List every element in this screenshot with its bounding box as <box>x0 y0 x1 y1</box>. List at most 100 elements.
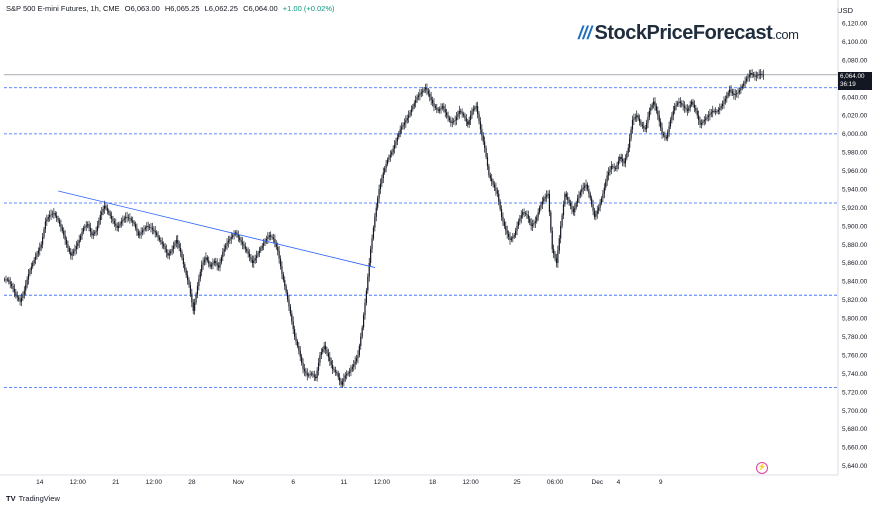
trendline <box>58 190 376 268</box>
candle-body <box>540 204 542 208</box>
candle-body <box>164 246 166 250</box>
candle-body <box>127 217 130 219</box>
candle-body <box>29 270 31 275</box>
candle-body <box>357 355 359 359</box>
candle-body <box>515 230 517 236</box>
y-tick-label: 5,640.00 <box>842 463 868 470</box>
candle-body <box>693 104 696 108</box>
candle-body <box>686 109 688 111</box>
candle-body <box>126 216 128 218</box>
candle-body <box>626 152 628 159</box>
candle-body <box>362 315 365 328</box>
candle-body <box>286 292 289 300</box>
candle-body <box>232 235 234 238</box>
candle-body <box>160 239 162 243</box>
candle-body <box>620 156 622 160</box>
candle-body <box>709 113 711 116</box>
horizontal-levels <box>4 74 838 388</box>
candle-body <box>305 371 307 374</box>
candle-body <box>315 376 317 379</box>
candle-body <box>416 96 418 101</box>
candle-body <box>562 204 565 216</box>
candle-body <box>455 116 458 121</box>
candle-body <box>101 211 103 215</box>
candle-body <box>595 213 597 217</box>
candle-body <box>461 112 463 114</box>
candle-body <box>458 110 460 114</box>
candle-body <box>308 374 310 376</box>
y-tick-label: 6,020.00 <box>842 113 868 120</box>
candle-body <box>613 167 615 168</box>
candle-body <box>368 262 370 277</box>
candle-body <box>658 115 660 122</box>
candle-body <box>206 257 208 261</box>
y-tick-label: 5,700.00 <box>842 408 868 415</box>
candle-body <box>246 248 248 252</box>
candle-body <box>506 230 508 234</box>
candle-body <box>513 235 515 237</box>
candle-body <box>187 275 189 281</box>
candle-body <box>39 247 41 251</box>
candle-body <box>16 295 18 298</box>
x-tick-label: 25 <box>513 479 521 486</box>
candle-body <box>248 253 251 257</box>
candle-body <box>337 373 339 378</box>
candle-body <box>212 262 214 265</box>
candle-body <box>226 242 228 246</box>
candle-body <box>251 259 253 263</box>
candle-body <box>71 253 73 256</box>
candle-body <box>32 262 34 267</box>
candle-body <box>447 115 449 118</box>
candle-body <box>430 96 432 101</box>
candle-body <box>634 116 636 119</box>
currency-label[interactable]: USD <box>837 6 853 15</box>
candle-body <box>451 121 453 123</box>
candle-body <box>60 223 62 228</box>
candle-body <box>705 118 707 121</box>
candle-body <box>599 203 601 208</box>
tradingview-label: TradingView <box>18 494 60 503</box>
candle-body <box>298 345 300 351</box>
candle-body <box>181 251 183 259</box>
candle-body <box>737 92 739 94</box>
candle-body <box>303 368 306 372</box>
candle-body <box>147 226 149 227</box>
candle-body <box>91 231 93 236</box>
last-price-value: 6,064.00 <box>840 73 865 80</box>
candle-body <box>647 116 649 124</box>
stockpriceforecast-logo: ///StockPriceForecast.com <box>578 22 799 45</box>
candle-body <box>650 107 652 111</box>
candle-body <box>350 369 352 372</box>
candle-body <box>44 221 47 230</box>
candle-body <box>636 115 638 117</box>
candle-body <box>475 106 477 108</box>
candle-body <box>94 232 96 234</box>
candle-body <box>294 329 296 337</box>
candle-body <box>578 195 580 199</box>
candle-body <box>558 238 560 251</box>
candle-body <box>688 107 690 111</box>
candle-body <box>474 107 476 110</box>
y-tick-label: 5,680.00 <box>842 426 868 433</box>
tradingview-footer[interactable]: TV TradingView <box>6 494 60 503</box>
candle-body <box>510 238 513 240</box>
candle-body <box>25 285 27 291</box>
candle-body <box>250 256 252 260</box>
candle-body <box>257 253 259 256</box>
candle-body <box>81 231 83 236</box>
candle-body <box>355 358 358 362</box>
candle-body <box>388 157 390 160</box>
y-tick-label: 5,840.00 <box>842 279 868 286</box>
candle-body <box>253 260 255 263</box>
candle-body <box>374 216 376 228</box>
candle-body <box>33 259 35 263</box>
candle-body <box>163 244 165 247</box>
candle-body <box>58 220 61 224</box>
y-tick-label: 6,080.00 <box>842 57 868 64</box>
candle-body <box>467 121 469 125</box>
candle-body <box>210 264 213 267</box>
candle-body <box>389 154 391 158</box>
lightning-icon[interactable]: ⚡ <box>756 462 768 474</box>
candle-body <box>419 93 421 96</box>
